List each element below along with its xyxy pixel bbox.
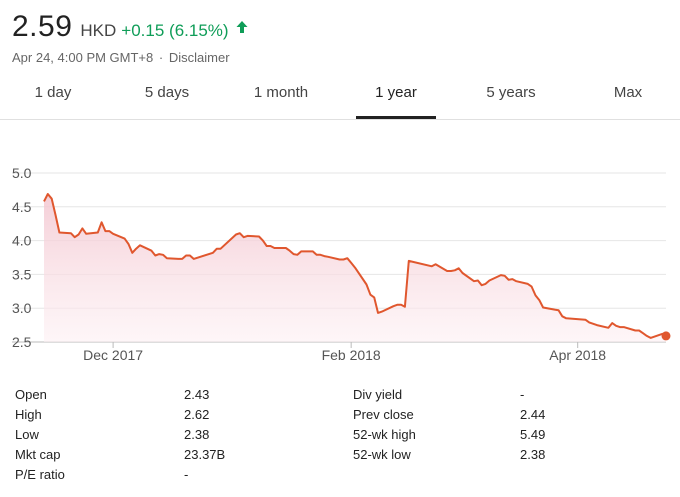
tab-label: 5 days <box>144 84 190 101</box>
stat-value-high: 2.62 <box>184 407 210 422</box>
separator: · <box>158 50 164 65</box>
stat-label-52wk-high: 52-wk high <box>353 427 416 442</box>
price-change: +0.15 (6.15%) <box>121 21 229 40</box>
line-layer <box>43 193 671 341</box>
stat-row-mkt-cap: Mkt cap 23.37B 52-wk low 2.38 <box>0 445 680 465</box>
x-axis-ticks: Dec 2017 Feb 2018 Apr 2018 <box>83 347 606 363</box>
y-axis-ticks: 5.0 4.5 4.0 3.5 3.0 2.5 <box>12 165 32 350</box>
tabs-divider <box>0 119 680 120</box>
stat-value-mkt-cap: 23.37B <box>184 447 226 462</box>
stat-value-prev-close: 2.44 <box>520 407 546 422</box>
timestamp: Apr 24, 4:00 PM GMT+8 <box>12 50 154 65</box>
price-line: 2.59 HKD +0.15 (6.15%) <box>12 10 249 44</box>
stat-label-prev-close: Prev close <box>353 407 414 422</box>
price-line <box>43 193 667 339</box>
tab-label: 5 years <box>486 84 536 101</box>
stat-value-52wk-low: 2.38 <box>520 447 546 462</box>
stat-label-52wk-low: 52-wk low <box>353 447 411 462</box>
stat-label-high: High <box>15 407 42 422</box>
tab-1-month[interactable]: 1 month <box>228 70 334 119</box>
tab-label: 1 day <box>34 84 72 101</box>
stat-label-pe-ratio: P/E ratio <box>15 467 65 482</box>
stat-label-low: Low <box>15 427 39 442</box>
quote-subline: Apr 24, 4:00 PM GMT+8 · Disclaimer <box>12 50 249 65</box>
arrow-up-icon <box>235 20 249 34</box>
y-tick-label: 2.5 <box>12 334 32 350</box>
y-tick-label: 4.0 <box>12 233 32 249</box>
range-tabs: 1 day 5 days 1 month 1 year 5 years Max <box>0 70 680 119</box>
y-tick-label: 3.5 <box>12 266 32 282</box>
active-tab-indicator <box>356 116 436 119</box>
tab-5-years[interactable]: 5 years <box>458 70 564 119</box>
current-price: 2.59 <box>12 10 73 43</box>
stat-label-mkt-cap: Mkt cap <box>15 447 61 462</box>
y-tick-label: 5.0 <box>12 165 32 181</box>
x-tick-label: Feb 2018 <box>322 347 381 363</box>
y-tick-label: 3.0 <box>12 300 32 316</box>
tab-label: 1 month <box>253 84 309 101</box>
stat-value-52wk-high: 5.49 <box>520 427 546 442</box>
stat-value-open: 2.43 <box>184 387 210 402</box>
tab-label: 1 year <box>375 84 417 101</box>
stat-value-low: 2.38 <box>184 427 210 442</box>
x-tick-label: Apr 2018 <box>549 347 606 363</box>
tab-max[interactable]: Max <box>590 70 666 119</box>
tab-1-year[interactable]: 1 year <box>356 70 436 119</box>
currency-code: HKD <box>80 21 117 40</box>
price-chart[interactable]: 5.0 4.5 4.0 3.5 3.0 2.5 Dec 2017 Feb 2018 Apr 2… <box>0 0 680 380</box>
disclaimer-link[interactable]: Disclaimer <box>168 50 230 65</box>
stat-row-low: Low 2.38 52-wk high 5.49 <box>0 425 680 445</box>
tab-1-day[interactable]: 1 day <box>0 70 106 119</box>
stat-value-div-yield: - <box>520 387 525 402</box>
stat-row-pe-ratio: P/E ratio - <box>0 465 680 485</box>
stat-label-open: Open <box>15 387 47 402</box>
tab-5-days[interactable]: 5 days <box>114 70 220 119</box>
tab-label: Max <box>613 84 643 101</box>
stat-row-open: Open 2.43 Div yield - <box>0 385 680 405</box>
stat-label-div-yield: Div yield <box>353 387 403 402</box>
x-tick-label: Dec 2017 <box>83 347 143 363</box>
last-price-marker <box>661 331 671 341</box>
stat-row-high: High 2.62 Prev close 2.44 <box>0 405 680 425</box>
y-tick-label: 4.5 <box>12 199 32 215</box>
stat-value-pe-ratio: - <box>184 467 189 482</box>
quote-header: 2.59 HKD +0.15 (6.15%) Apr 24, 4:00 PM G… <box>12 10 249 65</box>
